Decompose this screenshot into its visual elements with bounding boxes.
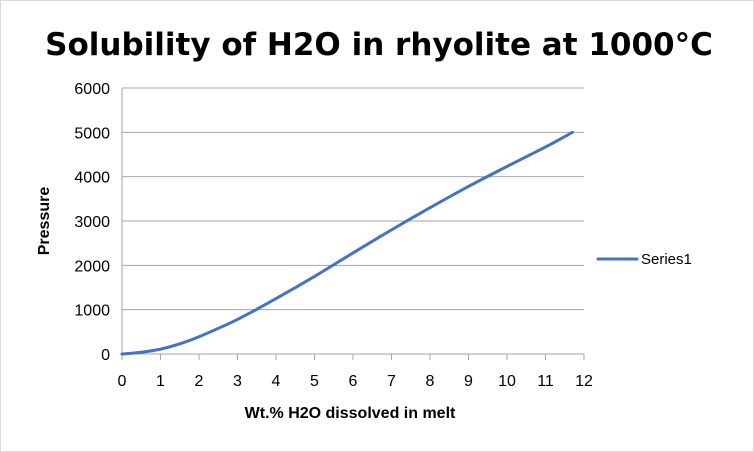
y-tick-labels: 0 1000 2000 3000 4000 5000 6000 [74,81,110,364]
chart-title: Solubility of H2O in rhyolite at 1000°C [45,27,713,63]
x-tick-label: 4 [272,373,281,390]
x-tick-label: 11 [537,373,554,390]
series-line-Series1 [120,130,574,356]
y-tick-label: 2000 [74,258,110,275]
y-axis-label: Pressure [36,187,53,256]
y-tick-label: 0 [101,347,110,364]
x-tick-label: 5 [310,373,319,390]
x-tick-labels: 0 1 2 3 4 5 6 7 8 9 10 11 12 [118,373,593,390]
x-axis-label: Wt.% H2O dissolved in melt [245,405,456,422]
x-tick-label: 2 [195,373,204,390]
y-tick-label: 1000 [74,303,110,320]
y-tick-label: 4000 [74,170,110,187]
x-tick-label: 10 [498,373,516,390]
y-tick-label: 5000 [74,125,110,142]
legend-label-series1: Series1 [641,251,692,268]
grid-lines [122,87,584,311]
legend: Series1 [596,251,692,268]
x-tick-label: 1 [156,373,165,390]
x-tick-label: 9 [464,373,473,390]
series-lines [120,130,574,356]
y-tick-label: 6000 [74,81,110,98]
y-tick-label: 3000 [74,214,110,231]
axes [121,88,585,360]
x-tick-label: 8 [426,373,435,390]
x-tick-label: 6 [349,373,358,390]
x-tick-label: 0 [118,373,127,390]
x-tick-label: 3 [233,373,242,390]
x-tick-label: 7 [387,373,396,390]
x-tick-label: 12 [575,373,593,390]
